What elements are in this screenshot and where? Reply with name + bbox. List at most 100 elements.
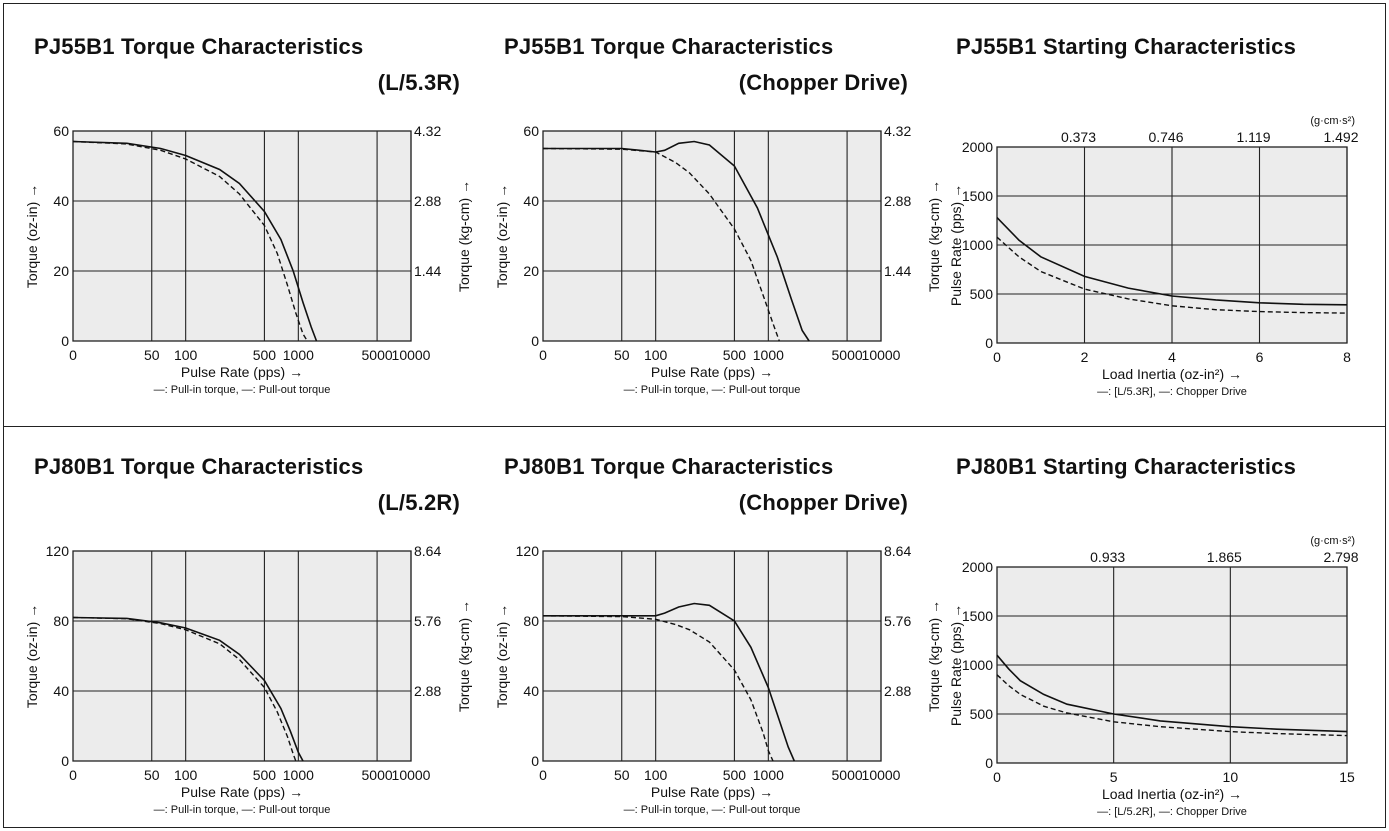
chart-subtitle: (Chopper Drive) (738, 490, 908, 515)
top-axis-unit: (g·cm·s²) (1310, 115, 1355, 127)
row-divider (3, 426, 1386, 427)
series-line-pull-in-torque (542, 615, 774, 762)
series-line-pull-in-torque (72, 616, 297, 762)
x-tick-label: 50 (144, 767, 160, 783)
y2-axis-label: Torque (kg-cm) → (456, 180, 472, 292)
y-tick-label: 0 (531, 753, 539, 769)
series-line-chopper-drive (996, 217, 1348, 306)
x-tick-label: 50 (614, 767, 630, 783)
chart-panel-pj80b1-lr: PJ80B1 Torque Characteristics (L/5.2R) 0… (18, 446, 472, 826)
x-tick-label: 1000 (753, 347, 784, 363)
x-tick-label: 100 (174, 347, 198, 363)
x-tick-label: 5000 (362, 347, 393, 363)
y-axis-label: Torque (oz-in) → (24, 184, 40, 288)
legend-text: —: [L/5.3R], —: Chopper Drive (1097, 386, 1247, 398)
y2-tick-label: 8.64 (414, 543, 441, 559)
y-tick-label: 40 (53, 683, 69, 699)
y-tick-label: 0 (531, 333, 539, 349)
x-tick-label: 0 (539, 347, 547, 363)
x-axis-label: Pulse Rate (pps) → (651, 364, 773, 380)
x-tick-label: 10 (1223, 769, 1239, 785)
chart-svg: 0 5 10 15 0 500 1000 1500 2000 0.933 1.865 2.798 (g·… (948, 535, 1359, 818)
x-tick-label: 500 (253, 347, 277, 363)
x-axis-label: Pulse Rate (pps) → (181, 364, 303, 380)
y-tick-label: 80 (523, 613, 539, 629)
y2-tick-label: 1.44 (414, 263, 441, 279)
series-line-pull-out-torque (543, 602, 796, 762)
y2-tick-label: 1.44 (884, 263, 911, 279)
x-tick-label: 100 (174, 767, 198, 783)
chart-subtitle: (L/5.3R) (377, 70, 460, 95)
x-tick-label: 10000 (392, 347, 431, 363)
x-tick-label: 0 (69, 347, 77, 363)
y2-tick-label: 4.32 (414, 123, 441, 139)
y-tick-label: 1000 (962, 657, 993, 673)
y2-tick-label: 2.88 (884, 683, 911, 699)
plot-area (543, 551, 881, 761)
y-tick-label: 40 (523, 193, 539, 209)
x-tick-label: 100 (644, 767, 668, 783)
legend-text: —: Pull-in torque, —: Pull-out torque (154, 804, 331, 816)
x-axis-label: Load Inertia (oz-in²) → (1102, 366, 1242, 382)
plot-area (73, 131, 411, 341)
plot-border (542, 550, 882, 762)
series-line-pull-in-torque (72, 140, 308, 342)
chart-title: PJ55B1 Torque Characteristics (504, 34, 834, 59)
chart-title: PJ55B1 Torque Characteristics (34, 34, 364, 59)
x-tick-label: 5 (1110, 769, 1118, 785)
series-line-pull-in-torque (542, 147, 780, 342)
x-tick-label: 0 (993, 769, 1001, 785)
chart-title: PJ80B1 Torque Characteristics (34, 454, 364, 479)
y2-tick-label: 5.76 (884, 613, 911, 629)
chart-title: PJ80B1 Starting Characteristics (956, 454, 1297, 479)
chart-panel-pj55b1-chopper: PJ55B1 Torque Characteristics (Chopper D… (488, 26, 942, 406)
x-tick-label: 50 (144, 347, 160, 363)
chart-panel-pj80b1-chopper: PJ80B1 Torque Characteristics (Chopper D… (488, 446, 942, 826)
y-tick-label: 1500 (962, 188, 993, 204)
y-tick-label: 0 (985, 755, 993, 771)
y2-axis-label: Torque (kg-cm) → (926, 180, 942, 292)
y-tick-label: 500 (970, 286, 994, 302)
legend-text: —: [L/5.2R], —: Chopper Drive (1097, 806, 1247, 818)
x-tick-label: 5000 (362, 767, 393, 783)
y-tick-label: 0 (61, 753, 69, 769)
x-tick-label: 2 (1081, 349, 1089, 365)
top-tick-label: 0.933 (1090, 549, 1125, 565)
x-tick-label: 50 (614, 347, 630, 363)
x-tick-label: 1000 (753, 767, 784, 783)
legend-text: —: Pull-in torque, —: Pull-out torque (154, 384, 331, 396)
y2-tick-label: 2.88 (884, 193, 911, 209)
top-tick-label: 1.865 (1207, 549, 1242, 565)
x-tick-label: 1000 (283, 347, 314, 363)
series-line-pull-out-torque (72, 140, 318, 342)
plot-area (543, 131, 881, 341)
y-tick-label: 120 (516, 543, 540, 559)
top-tick-label: 1.119 (1237, 129, 1271, 145)
chart-svg: 0 2 4 6 8 0 500 1000 1500 2000 0.373 0.746 1.119 1.49… (948, 115, 1359, 398)
y-tick-label: 1000 (962, 237, 993, 253)
x-tick-label: 500 (253, 767, 277, 783)
x-tick-label: 5000 (832, 347, 863, 363)
y2-tick-label: 5.76 (414, 613, 441, 629)
x-tick-label: 0 (539, 767, 547, 783)
x-tick-label: 10000 (392, 767, 431, 783)
y-tick-label: 20 (523, 263, 539, 279)
x-axis-label: Pulse Rate (pps) → (181, 784, 303, 800)
y-tick-label: 2000 (962, 139, 993, 155)
x-tick-label: 5000 (832, 767, 863, 783)
chart-panel-pj80b1-starting: PJ80B1 Starting Characteristics 0 5 10 15 0 5… (940, 446, 1360, 826)
legend-text: —: Pull-in torque, —: Pull-out torque (624, 804, 801, 816)
y-tick-label: 0 (61, 333, 69, 349)
y2-tick-label: 2.88 (414, 683, 441, 699)
outer-frame (3, 3, 1386, 828)
chart-panel-pj55b1-starting: PJ55B1 Starting Characteristics 0 2 4 6 8 0 50… (940, 26, 1360, 406)
top-tick-label: 0.746 (1148, 129, 1183, 145)
plot-border (996, 146, 1348, 344)
y-tick-label: 1500 (962, 608, 993, 624)
y-tick-label: 40 (523, 683, 539, 699)
series-line-chopper-drive (996, 654, 1348, 733)
y-tick-label: 500 (970, 706, 994, 722)
y2-tick-label: 8.64 (884, 543, 911, 559)
